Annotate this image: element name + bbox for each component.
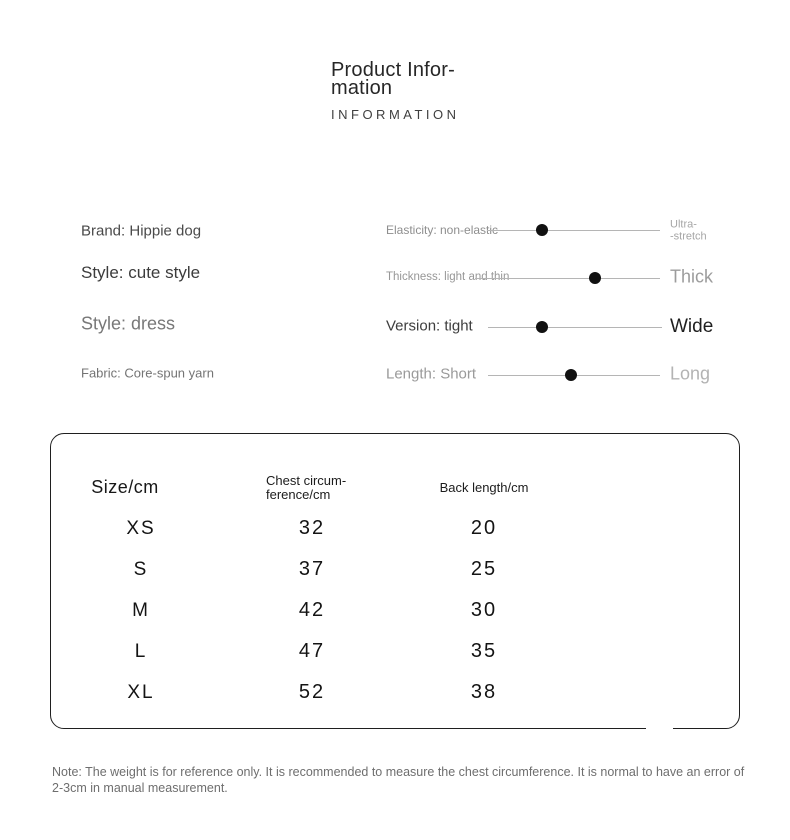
- cell-size: XL: [127, 681, 155, 703]
- slider-elasticity-label: Elasticity: non-elastic: [386, 223, 499, 237]
- col-header-chest: Chest circum- ference/cm: [266, 474, 346, 501]
- cell-chest: 47: [298, 640, 326, 662]
- page-title-line2: mation: [331, 76, 393, 99]
- slider-thickness-max-label: Thick: [670, 266, 714, 287]
- cell-back: 30: [470, 599, 498, 621]
- cell-chest: 32: [298, 517, 326, 539]
- slider-version-track: [488, 321, 662, 333]
- col-header-chest-line2: ference/cm: [266, 486, 331, 502]
- col-header-chest-line1: Chest circum-: [266, 473, 347, 488]
- slider-elasticity-track: [487, 224, 660, 236]
- col-header-back: Back length/cm: [439, 480, 529, 495]
- size-table-header: Size/cm Chest circum- ference/cm Back le…: [51, 474, 575, 501]
- slider-elasticity-max-label: Ultra- -stretch: [670, 218, 707, 243]
- col-header-size: Size/cm: [91, 477, 159, 497]
- spec-style-secondary: Style: dress: [81, 313, 176, 334]
- cell-size: L: [134, 640, 148, 662]
- table-row: M 42 30: [51, 590, 575, 631]
- slider-elasticity-dot: [536, 224, 549, 236]
- page-subtitle: INFORMATION: [331, 107, 460, 122]
- note-text: Note: The weight is for reference only. …: [52, 765, 745, 795]
- slider-elasticity-max-line2: -stretch: [670, 230, 707, 242]
- border-gap-artifact: [646, 725, 673, 730]
- slider-thickness-label: Thickness: light and thin: [386, 271, 510, 283]
- cell-size: XS: [126, 517, 156, 539]
- table-row: XS 32 20: [51, 508, 575, 549]
- slider-length-track: [488, 369, 660, 381]
- title-block: Product Infor- mation INFORMATION: [331, 59, 460, 122]
- cell-size: S: [133, 558, 149, 580]
- slider-elasticity-max-line1: Ultra-: [670, 218, 697, 231]
- slider-length-label: Length: Short: [386, 365, 477, 383]
- spec-fabric: Fabric: Core-spun yarn: [81, 365, 214, 381]
- cell-back: 25: [470, 558, 498, 580]
- cell-chest: 37: [298, 558, 326, 580]
- cell-back: 35: [470, 640, 498, 662]
- slider-length-dot: [564, 369, 577, 381]
- cell-back: 38: [470, 681, 498, 703]
- slider-version-dot: [535, 321, 548, 333]
- size-table: Size/cm Chest circum- ference/cm Back le…: [50, 433, 740, 730]
- slider-version-label: Version: tight: [386, 317, 473, 335]
- page-title: Product Infor- mation: [331, 59, 460, 99]
- slider-length-max-label: Long: [670, 363, 711, 384]
- cell-chest: 42: [298, 599, 326, 621]
- spec-style-primary: Style: cute style: [81, 263, 201, 282]
- cell-size: M: [132, 599, 150, 621]
- cell-chest: 52: [298, 681, 326, 703]
- cell-back: 20: [470, 517, 498, 539]
- page-title-line1: Product Infor-: [331, 59, 455, 81]
- table-row: XL 52 38: [51, 672, 575, 713]
- slider-thickness-dot: [589, 272, 602, 284]
- table-row: L 47 35: [51, 631, 575, 672]
- slider-version-max-label: Wide: [670, 316, 714, 337]
- table-row: S 37 25: [51, 549, 575, 590]
- size-table-body: XS 32 20 S 37 25 M 42 30 L 47 35 XL 52: [51, 508, 575, 713]
- slider-thickness-track: [475, 272, 660, 284]
- spec-brand: Brand: Hippie dog: [81, 222, 202, 240]
